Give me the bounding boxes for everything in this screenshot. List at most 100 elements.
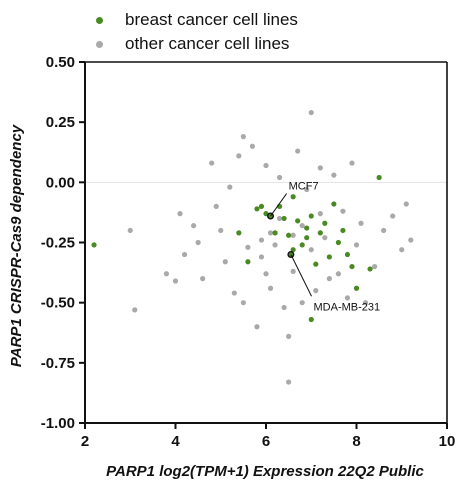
x-axis-title: PARP1 log2(TPM+1) Expression 22Q2 Public bbox=[106, 463, 424, 480]
breast-point bbox=[367, 266, 373, 272]
other-point bbox=[181, 251, 188, 258]
other-point bbox=[276, 174, 283, 181]
other-point bbox=[209, 160, 215, 166]
other-point bbox=[331, 172, 337, 178]
legend: breast cancer cell lines other cancer ce… bbox=[96, 8, 298, 56]
other-point bbox=[258, 254, 265, 260]
other-point bbox=[200, 276, 206, 282]
other-point bbox=[177, 211, 183, 217]
annotation-leader-line bbox=[270, 193, 288, 217]
other-point bbox=[290, 268, 296, 274]
breast-point bbox=[299, 242, 305, 248]
other-point bbox=[381, 227, 387, 234]
annotation-label: MCF7 bbox=[289, 181, 319, 193]
annotation-label: MDA-MB-231 bbox=[314, 301, 381, 313]
other-point bbox=[362, 300, 369, 306]
x-tick-label: 8 bbox=[352, 433, 360, 450]
other-point bbox=[258, 237, 265, 243]
breast-point bbox=[313, 261, 319, 267]
other-point bbox=[308, 109, 314, 116]
other-point bbox=[249, 143, 256, 149]
other-point bbox=[267, 285, 274, 291]
legend-item-breast: breast cancer cell lines bbox=[96, 8, 298, 32]
annotation-leader-line bbox=[290, 254, 312, 297]
breast-point bbox=[272, 230, 278, 236]
other-point bbox=[281, 304, 287, 311]
x-tick-label: 6 bbox=[262, 433, 270, 450]
y-tick-label: -0.75 bbox=[41, 355, 75, 372]
breast-point bbox=[91, 242, 97, 248]
other-point bbox=[227, 184, 233, 190]
breast-point bbox=[236, 230, 242, 236]
breast-point bbox=[322, 220, 328, 226]
other-point bbox=[263, 271, 269, 277]
y-axis-title: PARP1 CRISPR-Cas9 dependency bbox=[8, 124, 25, 367]
other-point bbox=[344, 295, 351, 301]
breast-point bbox=[344, 251, 351, 258]
other-point bbox=[218, 227, 224, 234]
breast-point bbox=[304, 235, 310, 241]
breast-point bbox=[326, 254, 332, 260]
other-point bbox=[263, 162, 269, 169]
x-tick-label: 10 bbox=[439, 433, 456, 450]
other-point bbox=[245, 244, 251, 250]
other-point bbox=[317, 211, 323, 217]
other-point bbox=[286, 379, 292, 385]
points-layer bbox=[91, 109, 414, 385]
breast-point bbox=[295, 218, 301, 224]
other-point bbox=[403, 201, 409, 207]
other-point bbox=[349, 160, 355, 166]
other-point bbox=[272, 242, 278, 248]
breast-point bbox=[286, 232, 292, 238]
other-point bbox=[132, 307, 138, 313]
other-point bbox=[172, 278, 179, 284]
other-point bbox=[399, 247, 405, 253]
y-tick-label: -0.50 bbox=[41, 295, 75, 312]
breast-point bbox=[258, 203, 265, 209]
other-point bbox=[322, 235, 328, 241]
other-point bbox=[340, 208, 346, 214]
other-point bbox=[353, 242, 360, 248]
other-point bbox=[240, 300, 246, 306]
other-point bbox=[231, 290, 237, 296]
other-point bbox=[295, 148, 301, 154]
breast-point bbox=[290, 194, 296, 200]
other-point bbox=[191, 223, 197, 229]
annotation-marker bbox=[267, 212, 275, 220]
breast-point bbox=[308, 316, 314, 323]
legend-item-other: other cancer cell lines bbox=[96, 32, 298, 56]
other-point bbox=[299, 300, 305, 306]
breast-point bbox=[317, 230, 323, 236]
breast-point bbox=[335, 239, 341, 246]
breast-point bbox=[288, 251, 294, 258]
breast-point bbox=[304, 225, 310, 231]
other-point bbox=[372, 263, 378, 270]
other-point bbox=[127, 227, 133, 234]
other-point bbox=[195, 239, 201, 246]
annotations-layer: MCF7 MDA-MB-231 bbox=[267, 181, 381, 313]
breast-point bbox=[290, 247, 296, 253]
breast-point bbox=[281, 215, 287, 222]
other-point bbox=[335, 271, 341, 277]
other-point bbox=[222, 259, 228, 265]
breast-point bbox=[308, 213, 314, 219]
breast-point bbox=[340, 227, 346, 234]
other-point bbox=[313, 288, 319, 294]
x-tick-label: 2 bbox=[81, 433, 89, 450]
other-point bbox=[240, 134, 246, 140]
y-tick-label: 0.25 bbox=[46, 114, 75, 131]
axes-layer: 2 4 6 8 10 -1.00 -0.75 -0.50 -0.25 0.00 0.25 0.50 bbox=[41, 54, 456, 450]
y-tick-label: 0.00 bbox=[46, 174, 75, 191]
other-point bbox=[236, 153, 242, 159]
other-point bbox=[290, 232, 296, 238]
breast-point bbox=[331, 201, 337, 207]
other-point bbox=[267, 230, 274, 236]
y-tick-label: 0.50 bbox=[46, 54, 75, 71]
other-point bbox=[254, 324, 260, 330]
annotation-marker bbox=[287, 251, 295, 259]
other-point bbox=[163, 271, 170, 277]
y-tick-label: -0.25 bbox=[41, 235, 75, 252]
breast-point bbox=[254, 206, 260, 212]
other-point bbox=[358, 220, 364, 226]
